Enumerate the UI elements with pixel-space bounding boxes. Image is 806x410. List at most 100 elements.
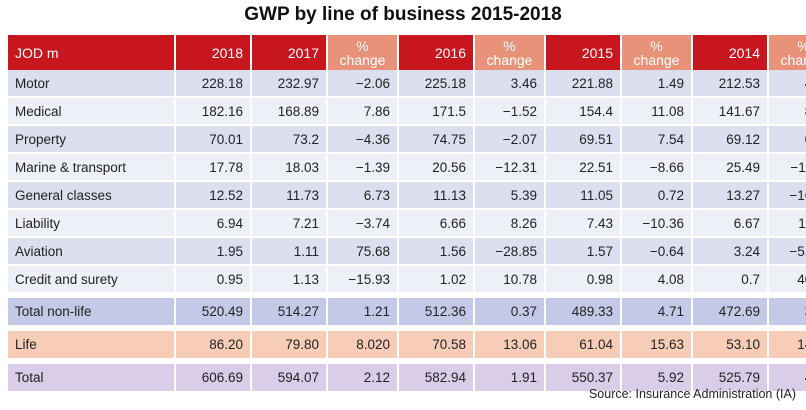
row-spacer bbox=[8, 294, 806, 298]
table-cell: 10.78 bbox=[475, 266, 546, 294]
table-cell: 7.43 bbox=[546, 210, 622, 238]
table-cell: 0.72 bbox=[622, 182, 693, 210]
table-cell: 5.39 bbox=[475, 182, 546, 210]
header-cell-2014: 2014 bbox=[693, 35, 769, 70]
source-note: Source: Insurance Administration (IA) bbox=[588, 387, 796, 401]
table-cell: 1.56 bbox=[399, 238, 475, 266]
table-cell: 15.63 bbox=[622, 331, 693, 360]
table-cell: 154.4 bbox=[546, 98, 622, 126]
table-cell: 606.69 bbox=[176, 364, 252, 393]
spacer-cell bbox=[8, 360, 806, 364]
table-cell: −10.36 bbox=[622, 210, 693, 238]
table-cell: −2.07 bbox=[475, 126, 546, 154]
table-cell: 5.92 bbox=[622, 364, 693, 393]
table-cell: 22.51 bbox=[546, 154, 622, 182]
table-cell: 3.46 bbox=[475, 70, 546, 98]
row-spacer bbox=[8, 327, 806, 331]
row-label: General classes bbox=[8, 182, 176, 210]
table-title: GWP by line of business 2015-2018 bbox=[244, 4, 562, 25]
header-cell-2015: 2015 bbox=[546, 35, 622, 70]
row-label: Life bbox=[8, 331, 176, 360]
table-cell: 3.52 bbox=[769, 298, 806, 327]
table-cell: 0.56 bbox=[769, 126, 806, 154]
table-cell: 550.37 bbox=[546, 364, 622, 393]
total-nonlife-row: Total non-life 520.49 514.27 1.21 512.36 0.37… bbox=[8, 298, 806, 327]
table-cell: 1.21 bbox=[328, 298, 399, 327]
table-cell: −2.06 bbox=[328, 70, 399, 98]
table-cell: 69.51 bbox=[546, 126, 622, 154]
table-cell: 4.08 bbox=[622, 266, 693, 294]
table-cell: −0.64 bbox=[622, 238, 693, 266]
row-label: Property bbox=[8, 126, 176, 154]
table-cell: 12.52 bbox=[176, 182, 252, 210]
row-label: Total bbox=[8, 364, 176, 393]
table-cell: 0.95 bbox=[176, 266, 252, 294]
header-row: JOD m 2018 2017 % change 2016 % change 2… bbox=[8, 35, 806, 70]
table-cell: 4.67 bbox=[769, 364, 806, 393]
table-cell: 11.13 bbox=[399, 182, 475, 210]
table-row: Aviation 1.95 1.11 75.68 1.56 −28.85 1.57 −0.64… bbox=[8, 238, 806, 266]
table-cell: −4.36 bbox=[328, 126, 399, 154]
table-cell: 1.91 bbox=[475, 364, 546, 393]
table-cell: 53.10 bbox=[693, 331, 769, 360]
header-cell-2018: 2018 bbox=[176, 35, 252, 70]
table-row: Marine & transport 17.78 18.03 −1.39 20.56 −1… bbox=[8, 154, 806, 182]
header-cell-2017: 2017 bbox=[252, 35, 328, 70]
table-cell: 232.97 bbox=[252, 70, 328, 98]
table-cell: 11.73 bbox=[252, 182, 328, 210]
table-cell: −11.69 bbox=[769, 154, 806, 182]
table-row: Liability 6.94 7.21 −3.74 6.66 8.26 7.43 −10.36… bbox=[8, 210, 806, 238]
table-cell: 225.18 bbox=[399, 70, 475, 98]
life-row: Life 86.20 79.80 8.020 70.58 13.06 61.04 15.63 5… bbox=[8, 331, 806, 360]
table-cell: 69.12 bbox=[693, 126, 769, 154]
table-cell: 0.37 bbox=[475, 298, 546, 327]
table-cell: 6.94 bbox=[176, 210, 252, 238]
table-cell: 514.27 bbox=[252, 298, 328, 327]
row-label: Aviation bbox=[8, 238, 176, 266]
table-cell: −8.66 bbox=[622, 154, 693, 182]
table-row: Motor 228.18 232.97 −2.06 225.18 3.46 221.88 1.… bbox=[8, 70, 806, 98]
table-cell: 20.56 bbox=[399, 154, 475, 182]
table-cell: 168.89 bbox=[252, 98, 328, 126]
table-row: Credit and surety 0.95 1.13 −15.93 1.02 10.78… bbox=[8, 266, 806, 294]
table-cell: 3.24 bbox=[693, 238, 769, 266]
table-cell: 7.21 bbox=[252, 210, 328, 238]
table-cell: 1.57 bbox=[546, 238, 622, 266]
table-cell: 1.13 bbox=[252, 266, 328, 294]
table-cell: 0.7 bbox=[693, 266, 769, 294]
table-cell: 520.49 bbox=[176, 298, 252, 327]
table-cell: −16.73 bbox=[769, 182, 806, 210]
table-cell: 18.03 bbox=[252, 154, 328, 182]
table-cell: −15.93 bbox=[328, 266, 399, 294]
table-cell: 0.98 bbox=[546, 266, 622, 294]
table-cell: 1.49 bbox=[622, 70, 693, 98]
table-cell: 8.020 bbox=[328, 331, 399, 360]
row-label: Total non-life bbox=[8, 298, 176, 327]
table-cell: −1.52 bbox=[475, 98, 546, 126]
table-cell: 7.86 bbox=[328, 98, 399, 126]
table-cell: 75.68 bbox=[328, 238, 399, 266]
header-cell-pct-2017: % change bbox=[328, 35, 399, 70]
table-cell: 13.06 bbox=[475, 331, 546, 360]
table-cell: 228.18 bbox=[176, 70, 252, 98]
table-cell: 79.80 bbox=[252, 331, 328, 360]
table-cell: 472.69 bbox=[693, 298, 769, 327]
table-cell: 70.58 bbox=[399, 331, 475, 360]
table-cell: 6.66 bbox=[399, 210, 475, 238]
spacer-cell bbox=[8, 294, 806, 298]
table-cell: 141.67 bbox=[693, 98, 769, 126]
table-cell: 2.12 bbox=[328, 364, 399, 393]
row-label: Credit and surety bbox=[8, 266, 176, 294]
table-cell: 13.27 bbox=[693, 182, 769, 210]
row-spacer bbox=[8, 360, 806, 364]
header-cell-pct-2014: % change bbox=[769, 35, 806, 70]
table-row: Medical 182.16 168.89 7.86 171.5 −1.52 154.4 11… bbox=[8, 98, 806, 126]
header-cell-pct-2016: % change bbox=[475, 35, 546, 70]
table-cell: 8.99 bbox=[769, 98, 806, 126]
table-cell: 594.07 bbox=[252, 364, 328, 393]
table-cell: 86.20 bbox=[176, 331, 252, 360]
table-cell: 4.40 bbox=[769, 70, 806, 98]
table-cell: 582.94 bbox=[399, 364, 475, 393]
table-cell: 6.73 bbox=[328, 182, 399, 210]
table-cell: −12.31 bbox=[475, 154, 546, 182]
